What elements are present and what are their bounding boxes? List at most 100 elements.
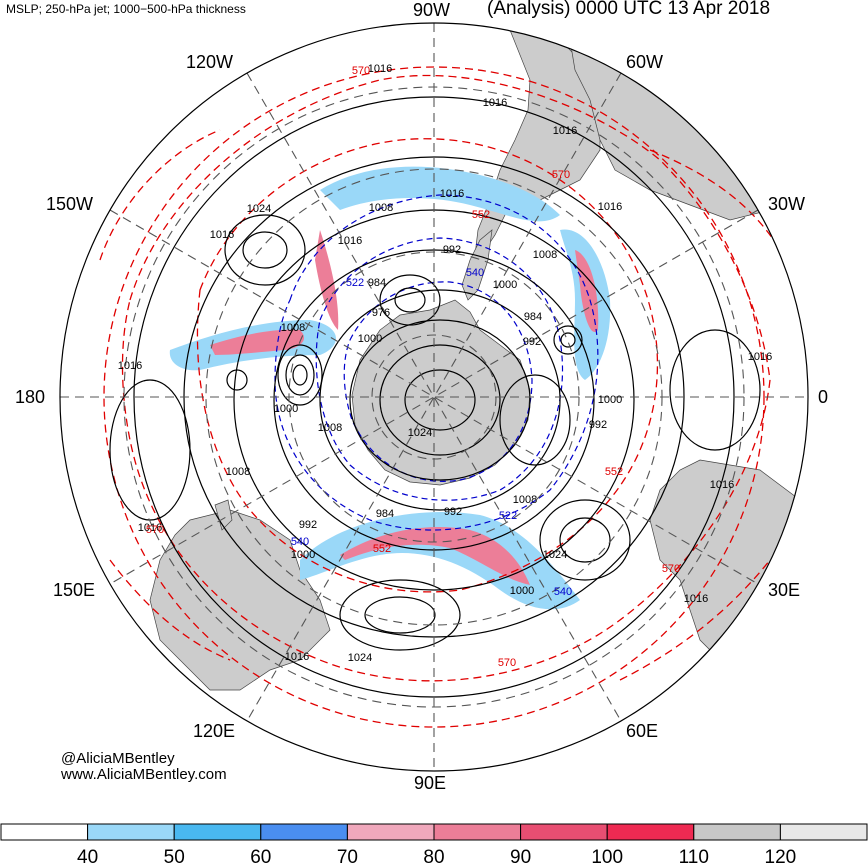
colorbar-swatch	[346, 823, 435, 841]
meridian	[109, 209, 759, 585]
thickness-contour	[274, 194, 599, 531]
mslp-label: 984	[368, 277, 386, 289]
map-subtitle: MSLP; 250-hPa jet; 1000−500-hPa thicknes…	[6, 2, 246, 16]
mslp-label: 992	[589, 419, 607, 431]
isobar	[319, 289, 561, 511]
mslp-label: 1008	[533, 249, 557, 261]
mslp-label: 1008	[513, 494, 537, 506]
isobar-low	[394, 287, 426, 313]
isobar-low	[560, 332, 576, 348]
isobar	[349, 319, 531, 481]
mslp-label: 1024	[247, 203, 271, 215]
meridian	[246, 72, 622, 722]
isobar-low	[553, 325, 583, 355]
parallel	[288, 251, 580, 543]
mslp-label: 1016	[138, 522, 162, 534]
colorbar-swatch	[693, 823, 781, 841]
mslp-label: 1000	[598, 394, 622, 406]
mslp-label: 1000	[291, 549, 315, 561]
mslp-label: 1016	[553, 125, 577, 137]
colorbar-tick-label: 90	[510, 847, 531, 865]
mslp-label: 1016	[368, 63, 392, 75]
jet-colorbar: 40 50 60 70 80 90 100 110 120	[0, 823, 868, 865]
colorbar-tick-label: 80	[423, 847, 444, 865]
thickness-label: 552	[472, 209, 490, 221]
colorbar-swatch	[520, 823, 608, 841]
lon-label-180: 180	[15, 387, 46, 407]
jet-band-south-core	[340, 527, 530, 585]
mslp-label: 984	[376, 508, 394, 520]
thickness-label: 570	[146, 524, 164, 536]
antarctic-peninsula	[461, 229, 493, 301]
mslp-label: 1008	[369, 202, 393, 214]
contour-labels: 1016 1016 1016 1016 1016 1016 1016 1016 …	[118, 63, 772, 664]
mslp-label: 1000	[510, 585, 534, 597]
thickness-contour	[103, 66, 765, 728]
lon-label-120e: 120E	[193, 721, 236, 741]
mslp-label: 992	[523, 336, 541, 348]
mslp-label: 984	[524, 311, 542, 323]
colorbar-swatch	[173, 823, 262, 841]
lon-label-150w: 150W	[46, 194, 94, 214]
mslp-label: 992	[444, 506, 462, 518]
thickness-label: 522	[499, 510, 517, 522]
isobar-high	[364, 596, 436, 634]
isobar-low	[379, 274, 441, 326]
mslp-label: 1016	[748, 351, 772, 363]
mslp-label: 1016	[598, 201, 622, 213]
isobar-high	[224, 214, 306, 286]
jet-band-west-core	[210, 329, 305, 355]
thickness-label: 570	[352, 65, 370, 77]
isobar-low	[292, 364, 308, 386]
thickness-warm-contours	[99, 66, 781, 728]
credit-handle: @AliciaMBentley	[61, 750, 175, 767]
mslp-label: 992	[299, 519, 317, 531]
thickness-label: 522	[346, 277, 364, 289]
mslp-label: 1016	[210, 229, 234, 241]
mslp-label: 1016	[483, 97, 507, 109]
lon-label-0: 0	[818, 387, 829, 407]
mslp-label: 1016	[710, 479, 734, 491]
mslp-label: 1016	[285, 651, 309, 663]
parallel	[205, 168, 663, 626]
thickness-label: 552	[373, 543, 391, 555]
mslp-label: 1008	[226, 466, 250, 478]
isobar-high	[539, 499, 631, 581]
mslp-label: 1024	[543, 549, 567, 561]
colorbar-tick-label: 120	[765, 847, 797, 865]
mslp-label: 1016	[338, 235, 362, 247]
colorbar-swatch	[606, 823, 695, 841]
isobar	[133, 96, 735, 698]
lon-label-30w: 30W	[768, 194, 806, 214]
colorbar-swatch	[433, 823, 522, 841]
isobar-high	[339, 579, 461, 651]
isobar-high	[242, 231, 288, 269]
map-title: (Analysis) 0000 UTC 13 Apr 2018	[487, 0, 771, 19]
isobar-high	[669, 329, 761, 451]
thickness-cold-labels: 540 540 540 522 522	[291, 267, 572, 598]
isobar-low	[285, 354, 315, 396]
colorbar-swatch	[87, 823, 175, 841]
isobar	[404, 369, 476, 431]
thickness-label: 570	[552, 169, 570, 181]
isobar-high	[499, 374, 571, 466]
map-disc-content	[60, 23, 808, 771]
jet-band-north-west	[315, 230, 339, 330]
thickness-contour	[99, 129, 781, 681]
mslp-label: 1008	[281, 322, 305, 334]
isobar-low	[226, 369, 248, 391]
thickness-label: 552	[605, 466, 623, 478]
thickness-label: 540	[554, 586, 572, 598]
meridian	[109, 209, 759, 585]
mslp-label: 1016	[684, 593, 708, 605]
polar-map: 1016 1016 1016 1016 1016 1016 1016 1016 …	[59, 22, 809, 772]
map-boundary	[59, 22, 809, 772]
colorbar-swatch	[0, 823, 89, 841]
graticule	[60, 23, 808, 771]
colorbar-tick-label: 60	[250, 847, 271, 865]
mslp-label: 976	[372, 307, 390, 319]
colorbar-swatch	[779, 823, 868, 841]
mslp-label: 1024	[408, 427, 432, 439]
thickness-contour	[196, 138, 659, 593]
mslp-label: 992	[443, 244, 461, 256]
